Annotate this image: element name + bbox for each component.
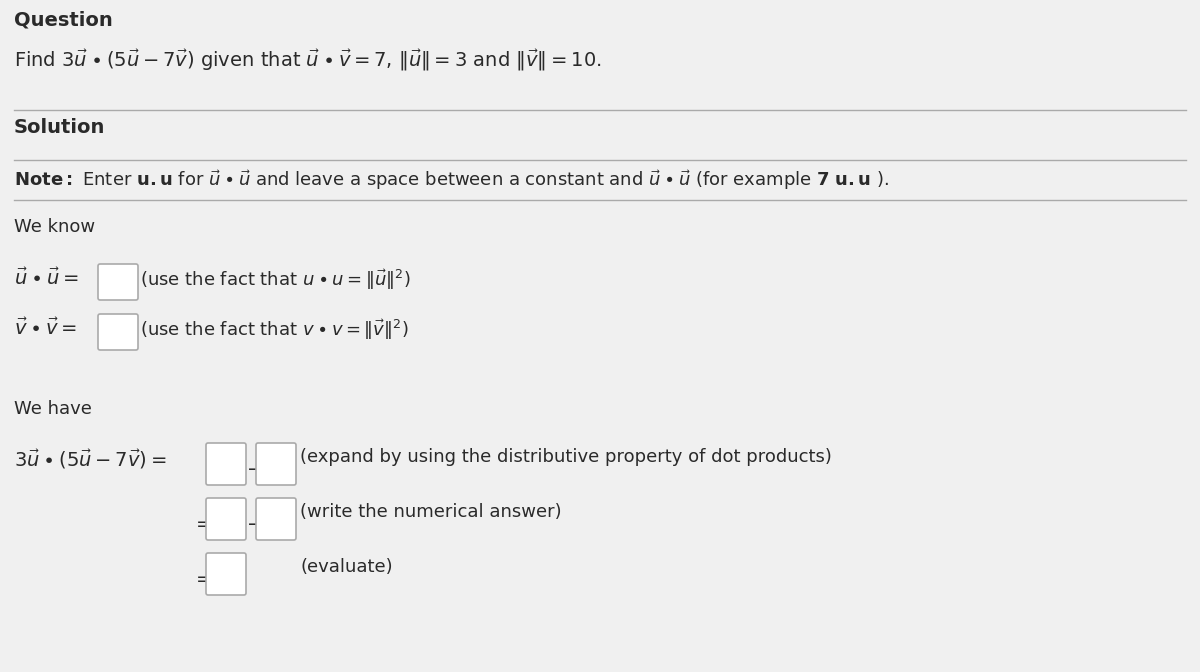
Text: (use the fact that $v \bullet v = \|\vec{v}\|^2$): (use the fact that $v \bullet v = \|\vec… (140, 318, 409, 342)
Text: (evaluate): (evaluate) (300, 558, 392, 576)
Text: $=$: $=$ (192, 568, 212, 587)
FancyBboxPatch shape (206, 498, 246, 540)
Text: $3\vec{u} \bullet (5\vec{u} - 7\vec{v}) =$: $3\vec{u} \bullet (5\vec{u} - 7\vec{v}) … (14, 448, 167, 471)
FancyBboxPatch shape (98, 314, 138, 350)
Text: (expand by using the distributive property of dot products): (expand by using the distributive proper… (300, 448, 832, 466)
Text: We know: We know (14, 218, 95, 236)
Text: Question: Question (14, 10, 113, 29)
Text: (write the numerical answer): (write the numerical answer) (300, 503, 562, 521)
Text: (use the fact that $u \bullet u = \|\vec{u}\|^2$): (use the fact that $u \bullet u = \|\vec… (140, 268, 410, 292)
FancyBboxPatch shape (98, 264, 138, 300)
Text: $\mathbf{Note:}$ Enter $\mathbf{u.u}$ for $\vec{u} \bullet \vec{u}$ and leave a : $\mathbf{Note:}$ Enter $\mathbf{u.u}$ fo… (14, 168, 889, 192)
Text: $-$: $-$ (246, 458, 263, 477)
Text: $\vec{u} \bullet \vec{u} =$: $\vec{u} \bullet \vec{u} =$ (14, 268, 79, 289)
FancyBboxPatch shape (206, 553, 246, 595)
Text: $-$: $-$ (246, 513, 263, 532)
FancyBboxPatch shape (206, 443, 246, 485)
Text: Find $3\vec{u} \bullet (5\vec{u} - 7\vec{v})$ given that $\vec{u} \bullet \vec{v: Find $3\vec{u} \bullet (5\vec{u} - 7\vec… (14, 48, 601, 73)
Text: We have: We have (14, 400, 92, 418)
FancyBboxPatch shape (256, 498, 296, 540)
FancyBboxPatch shape (256, 443, 296, 485)
Text: $\vec{v} \bullet \vec{v} =$: $\vec{v} \bullet \vec{v} =$ (14, 318, 77, 339)
Text: Solution: Solution (14, 118, 106, 137)
Text: $=$: $=$ (192, 513, 212, 532)
